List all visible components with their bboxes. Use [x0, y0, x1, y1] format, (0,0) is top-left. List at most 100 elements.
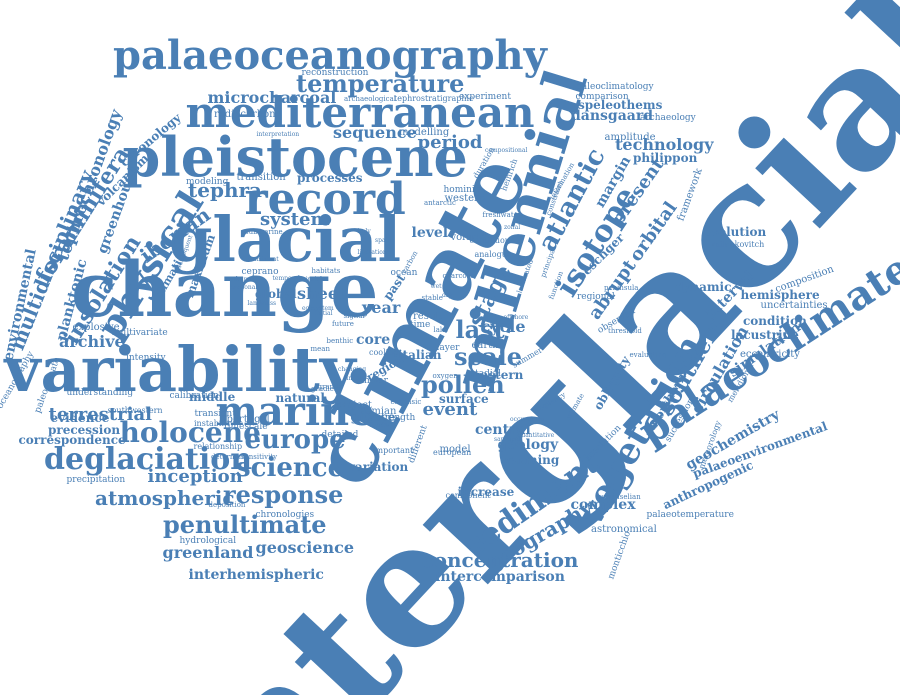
word-warming: warming	[500, 453, 560, 467]
word-grande: grande	[317, 382, 343, 391]
word-terrestrial: terrestrial	[48, 404, 152, 425]
word-time: time	[410, 319, 431, 330]
word-multivariate: multivariate	[112, 327, 168, 338]
word-period: period	[417, 132, 483, 153]
word-palaeotemperature: palaeotemperature	[646, 509, 734, 520]
word-dansgaard: dansgaard	[571, 108, 654, 124]
word-charcoal: charcoal	[442, 271, 474, 280]
word-strength: strength	[376, 412, 416, 423]
word-holocene: holocene	[119, 416, 261, 449]
word-change: change	[71, 245, 379, 334]
word-lake: lake	[433, 325, 449, 334]
word-level: level	[411, 225, 449, 241]
word-microcharcoal: microcharcoal	[207, 88, 337, 107]
word-habitats: habitats	[311, 266, 341, 275]
word-quantitative: quantitative	[517, 432, 555, 439]
word-forcing: forcing	[370, 422, 392, 429]
word-cycle: cycle	[480, 317, 526, 336]
word-concentration: concentration	[421, 548, 579, 572]
word-temporal: temporal	[272, 275, 300, 282]
word-detailed: detailed	[321, 429, 359, 440]
word-consistent: consistent	[247, 256, 279, 263]
word-system: system	[260, 209, 330, 230]
word-penultimate: penultimate	[163, 510, 327, 539]
word-dry: dry	[442, 292, 453, 299]
word-future: future	[332, 319, 354, 328]
word-sensitivity: sensitivity	[241, 452, 278, 461]
word-stable: stable	[421, 293, 443, 302]
word-outburst: outburst	[226, 276, 252, 283]
word-uncertainties: uncertainties	[760, 300, 828, 311]
word-compositional: compositional	[485, 147, 528, 154]
word-limitation: limitation	[357, 249, 387, 256]
word-similar: similar	[356, 375, 388, 386]
word-oxygen: oxygen	[432, 371, 458, 380]
word-inception: inception	[147, 466, 243, 487]
word-benthic: benthic	[326, 336, 354, 345]
word-sheet: sheet	[297, 284, 346, 303]
word-eccentricity: eccentricity	[740, 349, 800, 360]
word-dynamic: dynamic	[675, 280, 732, 294]
word-variability: variability	[4, 333, 356, 406]
word-interpretation: interpretation	[256, 131, 300, 138]
word-initial: initial	[315, 310, 333, 317]
word-science: science	[236, 453, 345, 483]
word-ecosystem: ecosystem	[302, 305, 334, 312]
word-intercomparison: intercomparison	[435, 569, 565, 585]
word-timescale: timescale	[224, 421, 268, 432]
word-processes: processes	[297, 171, 363, 185]
word-regional: regional	[577, 291, 615, 302]
word-radiocarbon: radiocarbon	[214, 109, 276, 120]
word-event: event	[422, 399, 478, 420]
word-paleoclimatology: paleoclimatology	[576, 81, 654, 92]
word-variation: variation	[348, 460, 409, 474]
word-western: western	[444, 193, 486, 204]
word-ceprano: ceprano	[241, 266, 279, 277]
word-calibration: calibration	[169, 390, 219, 401]
word-portugal: portugal	[226, 414, 270, 425]
word-ocean: ocean	[390, 267, 418, 278]
word-italy: italy	[357, 228, 371, 235]
word-project: project	[336, 400, 372, 411]
word-continuous: continuous	[469, 236, 515, 245]
word-hydrological: hydrological	[179, 535, 237, 546]
word-component: component	[445, 491, 491, 500]
word-greenland: greenland	[162, 543, 254, 562]
word-milankovitch: milankovitch	[712, 240, 765, 249]
word-pollen: pollen	[421, 370, 505, 399]
word-global: global	[255, 287, 297, 301]
word-atmospheric: atmospheric	[95, 486, 235, 510]
word-freshwater: freshwater	[482, 210, 522, 219]
word-modeling: modeling	[186, 176, 229, 187]
word-explosive: explosive	[72, 322, 120, 333]
word-archaeology: archaeology	[640, 112, 696, 123]
word-tephrostratigraphic: tephrostratigraphic	[394, 94, 474, 103]
word-chronologies: chronologies	[255, 509, 315, 520]
word-timing: timing	[344, 375, 364, 382]
word-monticchio: monticchio	[606, 529, 634, 581]
word-modelling: modelling	[399, 127, 450, 138]
word-amplitude: amplitude	[604, 132, 656, 143]
word-threshold: threshold	[608, 326, 642, 335]
word-result: result	[413, 311, 443, 322]
word-temperature: temperature	[296, 69, 465, 98]
word-understanding: understanding	[66, 387, 134, 398]
word-eastern: eastern	[473, 368, 524, 382]
word-archive: archive	[59, 332, 125, 351]
word-antarctic: antarctic	[424, 198, 456, 207]
word-signal: signal	[343, 311, 365, 320]
word-middle: middle	[189, 390, 236, 404]
word-last: last	[455, 315, 505, 344]
word-experiment: experiment	[459, 91, 511, 102]
word-instability: instability	[194, 419, 235, 428]
word-philippon: philippon	[633, 151, 698, 165]
word-core: core	[356, 332, 391, 348]
word-submarine: submarine	[245, 227, 283, 236]
word-reconstruction: reconstruction	[301, 67, 369, 78]
word-complex: complex	[570, 497, 636, 513]
word-evolution: evolution	[703, 225, 767, 239]
word-increase: increase	[457, 485, 515, 499]
word-natural: natural	[275, 391, 325, 405]
word-central: central	[475, 422, 531, 438]
word-determine: determine	[211, 452, 248, 461]
